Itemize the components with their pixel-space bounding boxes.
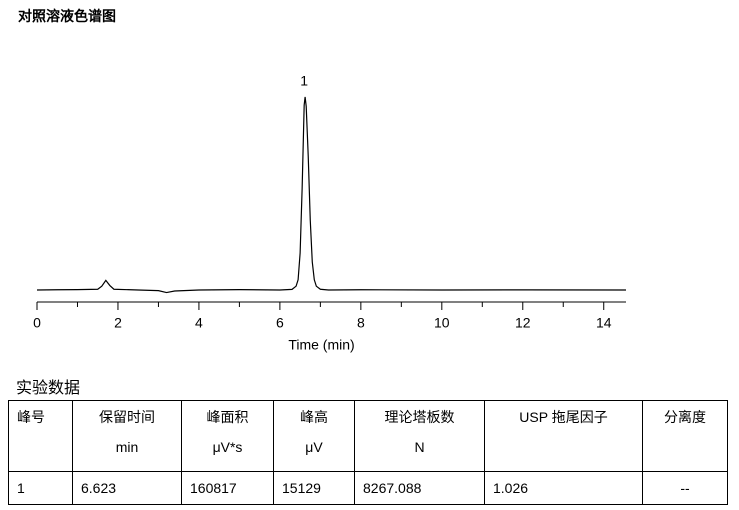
header-name: 峰高 <box>300 409 328 425</box>
table-cell: -- <box>642 471 728 505</box>
table-cell: 15129 <box>273 471 355 505</box>
header-name: 理论塔板数 <box>384 409 455 425</box>
header-name: 峰面积 <box>206 409 249 425</box>
x-tick-label: 14 <box>596 315 612 331</box>
header-cell: 峰面积 μV*s <box>181 400 274 472</box>
header-name: 分离度 <box>664 409 706 425</box>
chromatogram-line <box>36 96 627 294</box>
section-title: 实验数据 <box>16 378 81 397</box>
header-unit: μV <box>305 439 323 455</box>
table-cell: 6.623 <box>72 471 182 505</box>
table-cell: 1 <box>8 471 73 505</box>
page-title: 对照溶液色谱图 <box>18 9 116 25</box>
x-axis-label: Time (min) <box>288 337 354 353</box>
header-name: 峰号 <box>17 409 45 425</box>
x-tick-label: 2 <box>114 315 122 331</box>
header-cell: 分离度 <box>642 400 728 472</box>
header-cell: 理论塔板数 N <box>354 400 485 472</box>
x-tick-label: 0 <box>33 315 41 331</box>
x-tick-label: 10 <box>434 315 450 331</box>
table-row: 1 6.623 160817 15129 8267.088 1.026 -- <box>8 471 728 505</box>
header-unit: μV*s <box>212 439 243 455</box>
chart: 0 2 4 6 8 10 12 14 Time (min) 1 <box>33 73 627 353</box>
header-cell: 保留时间 min <box>72 400 182 472</box>
peak-label: 1 <box>300 73 308 89</box>
x-tick-label: 12 <box>515 315 531 331</box>
header-name: USP 拖尾因子 <box>519 409 608 425</box>
header-row: 峰号 保留时间 min 峰面积 μV*s 峰高 μV 理论塔板数 N USP 拖尾因子 分离度 <box>8 400 728 472</box>
header-cell: USP 拖尾因子 <box>484 400 643 472</box>
table-body: 1 6.623 160817 15129 8267.088 1.026 -- <box>8 471 728 505</box>
x-tick-label: 4 <box>195 315 203 331</box>
header-unit: N <box>414 439 425 455</box>
header-name: 保留时间 <box>99 409 155 425</box>
header-unit: min <box>115 439 139 455</box>
table-cell: 1.026 <box>484 471 643 505</box>
x-tick-label: 8 <box>357 315 365 331</box>
x-tick-label: 6 <box>276 315 284 331</box>
header-cell: 峰高 μV <box>273 400 355 472</box>
table-cell: 8267.088 <box>354 471 485 505</box>
header-cell: 峰号 <box>8 400 73 472</box>
table-cell: 160817 <box>181 471 274 505</box>
